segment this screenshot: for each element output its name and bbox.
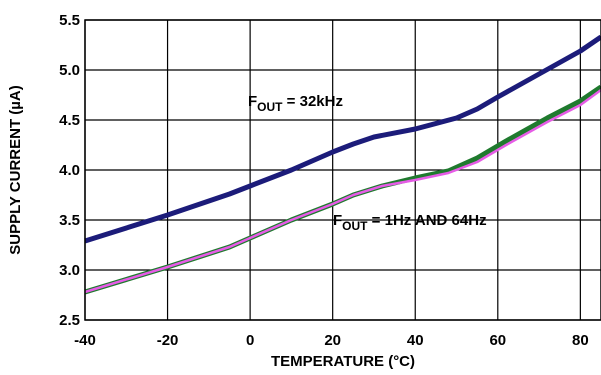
series-line-1	[84, 88, 601, 294]
x-tick-label: 60	[489, 332, 506, 349]
x-tick-label: -40	[74, 332, 96, 349]
x-tick-labels: -40 -20 0 20 40 60 80	[74, 332, 589, 349]
annotation-1hz-64hz: FOUT = 1Hz AND 64Hz	[333, 212, 487, 233]
y-axis-label: SUPPLY CURRENT (µA)	[7, 85, 24, 255]
x-tick-label: 0	[246, 332, 254, 349]
y-tick-label: 3.0	[59, 262, 80, 279]
annotation-32khz-f: F	[248, 93, 257, 110]
y-tick-label: 5.5	[59, 12, 80, 29]
x-axis-label: TEMPERATURE (°C)	[271, 353, 415, 370]
y-tick-label: 4.5	[59, 112, 80, 129]
annotation-1hz-64hz-rest: = 1Hz AND 64Hz	[368, 212, 487, 229]
series-layer	[84, 34, 601, 295]
y-tick-label: 3.5	[59, 212, 80, 229]
x-tick-label: 20	[324, 332, 341, 349]
annotation-32khz-rest: = 32kHz	[283, 93, 343, 110]
y-tick-label: 2.5	[59, 312, 80, 329]
y-tick-labels: 2.5 3.0 3.5 4.0 4.5 5.0 5.5	[59, 12, 80, 329]
y-tick-label: 4.0	[59, 162, 80, 179]
annotation-32khz: FOUT = 32kHz	[248, 93, 343, 114]
annotation-32khz-sub: OUT	[257, 100, 283, 114]
annotation-1hz-64hz-sub: OUT	[342, 219, 368, 233]
series-line-0	[84, 34, 601, 244]
y-tick-label: 5.0	[59, 62, 80, 79]
x-tick-label: 40	[407, 332, 424, 349]
plot-frame	[84, 19, 601, 321]
annotation-1hz-64hz-f: F	[333, 212, 342, 229]
x-tick-label: 80	[572, 332, 589, 349]
x-tick-label: -20	[157, 332, 179, 349]
